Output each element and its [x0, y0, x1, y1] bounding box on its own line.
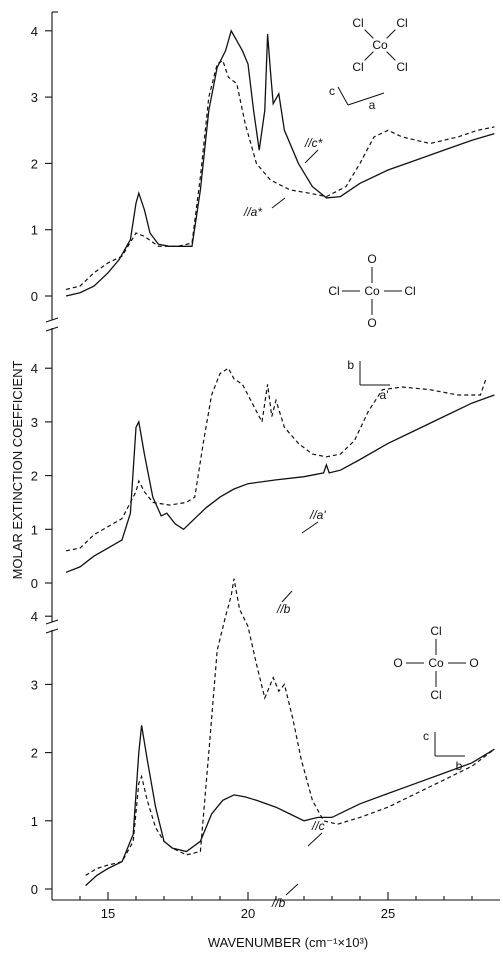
x-axis-label: WAVENUMBER (cm⁻¹×10³) — [208, 935, 368, 950]
annotation-leader — [285, 883, 299, 896]
annotation-leader — [304, 149, 319, 164]
series-annotation: //c — [311, 819, 325, 833]
series-line-1-dashed — [65, 59, 495, 290]
ligand-label: Cl — [396, 16, 407, 30]
ligand-label: Cl — [430, 624, 441, 638]
bond-line — [386, 51, 396, 61]
y-tick-label: 2 — [31, 469, 38, 484]
y-tick-label: 0 — [31, 576, 38, 591]
bond-line — [364, 51, 374, 61]
annotation-leader — [281, 590, 293, 603]
series-line-3-dashed — [85, 578, 495, 876]
ligand-label: O — [367, 316, 376, 330]
series-line-2-dashed — [65, 367, 487, 552]
series-line-3-solid — [85, 725, 495, 887]
y-tick-label: 3 — [31, 415, 38, 430]
annotation-leader — [307, 832, 323, 847]
crystal-axis-label: c — [329, 84, 335, 98]
spectral-curves — [65, 29, 495, 887]
metal-center-label: Co — [428, 656, 444, 670]
ligand-label: Cl — [352, 60, 363, 74]
ligand-label: O — [367, 252, 376, 266]
series-annotation: //a' — [309, 508, 326, 522]
ligand-label: Cl — [328, 284, 339, 298]
molecule-diagram-2: Co Cl Cl O Ob a' — [328, 252, 415, 402]
y-tick-label: 3 — [31, 677, 38, 692]
y-tick-label: 4 — [31, 24, 38, 39]
y-tick-label: 3 — [31, 90, 38, 105]
y-tick-label: 2 — [31, 156, 38, 171]
annotation-leader — [301, 521, 319, 534]
x-tick-label: 15 — [101, 906, 115, 921]
y-tick-label: 4 — [31, 609, 38, 624]
molecule-diagrams: Co Cl Cl Cl Cl c a Co Cl Cl O Ob a' Co O O Cl Cl c b — [328, 16, 478, 773]
y-tick-label: 1 — [31, 223, 38, 238]
ligand-label: Cl — [404, 284, 415, 298]
series-line-2-solid — [65, 394, 495, 573]
metal-center-label: Co — [364, 284, 380, 298]
crystal-axis-label: b — [347, 358, 354, 372]
y-axis-label: MOLAR EXTINCTION COEFFICIENT — [10, 361, 25, 580]
ligand-label: Cl — [430, 688, 441, 702]
crystal-axis-label: b — [456, 759, 463, 773]
series-annotation: //b — [271, 896, 286, 910]
axes: 15 20 25 0 1 2 3 4 0 1 2 3 4 0 1 2 3 4 — [31, 11, 500, 921]
bond-line — [364, 29, 374, 39]
axis-break-mark-3 — [45, 619, 59, 625]
x-tick-label: 25 — [381, 906, 395, 921]
y-tick-label: 2 — [31, 746, 38, 761]
axis-break-mark-1 — [45, 317, 59, 323]
ligand-label: Cl — [352, 16, 363, 30]
bond-line — [386, 29, 396, 39]
series-annotation: //b — [276, 602, 291, 616]
molecule-diagram-1: Co Cl Cl Cl Cl c a — [329, 16, 408, 112]
crystal-axis-label: a' — [380, 388, 389, 402]
y-tick-label: 0 — [31, 289, 38, 304]
series-annotation: //a* — [243, 205, 262, 219]
ligand-label: O — [393, 656, 402, 670]
axis-break-mark-2 — [45, 326, 59, 332]
x-tick-label: 20 — [241, 906, 255, 921]
y-tick-label: 0 — [31, 882, 38, 897]
y-tick-label: 1 — [31, 814, 38, 829]
series-line-1-solid — [65, 29, 495, 297]
ligand-label: O — [469, 656, 478, 670]
crystal-axis-label: c — [423, 729, 429, 743]
series-annotation: //c* — [304, 136, 323, 150]
crystal-axis-arrow — [347, 92, 385, 106]
ligand-label: Cl — [396, 60, 407, 74]
crystal-axis-label: a — [369, 98, 376, 112]
annotation-leader — [271, 197, 286, 209]
molecule-diagram-3: Co O O Cl Cl c b — [393, 624, 478, 773]
y-tick-label: 1 — [31, 522, 38, 537]
axis-break-mark-4 — [45, 628, 59, 634]
annotations: //c* //a* //a' //b //c //b — [243, 136, 326, 910]
crystal-axis-arrow — [337, 86, 349, 106]
y-tick-label: 4 — [31, 361, 38, 376]
metal-center-label: Co — [372, 38, 388, 52]
